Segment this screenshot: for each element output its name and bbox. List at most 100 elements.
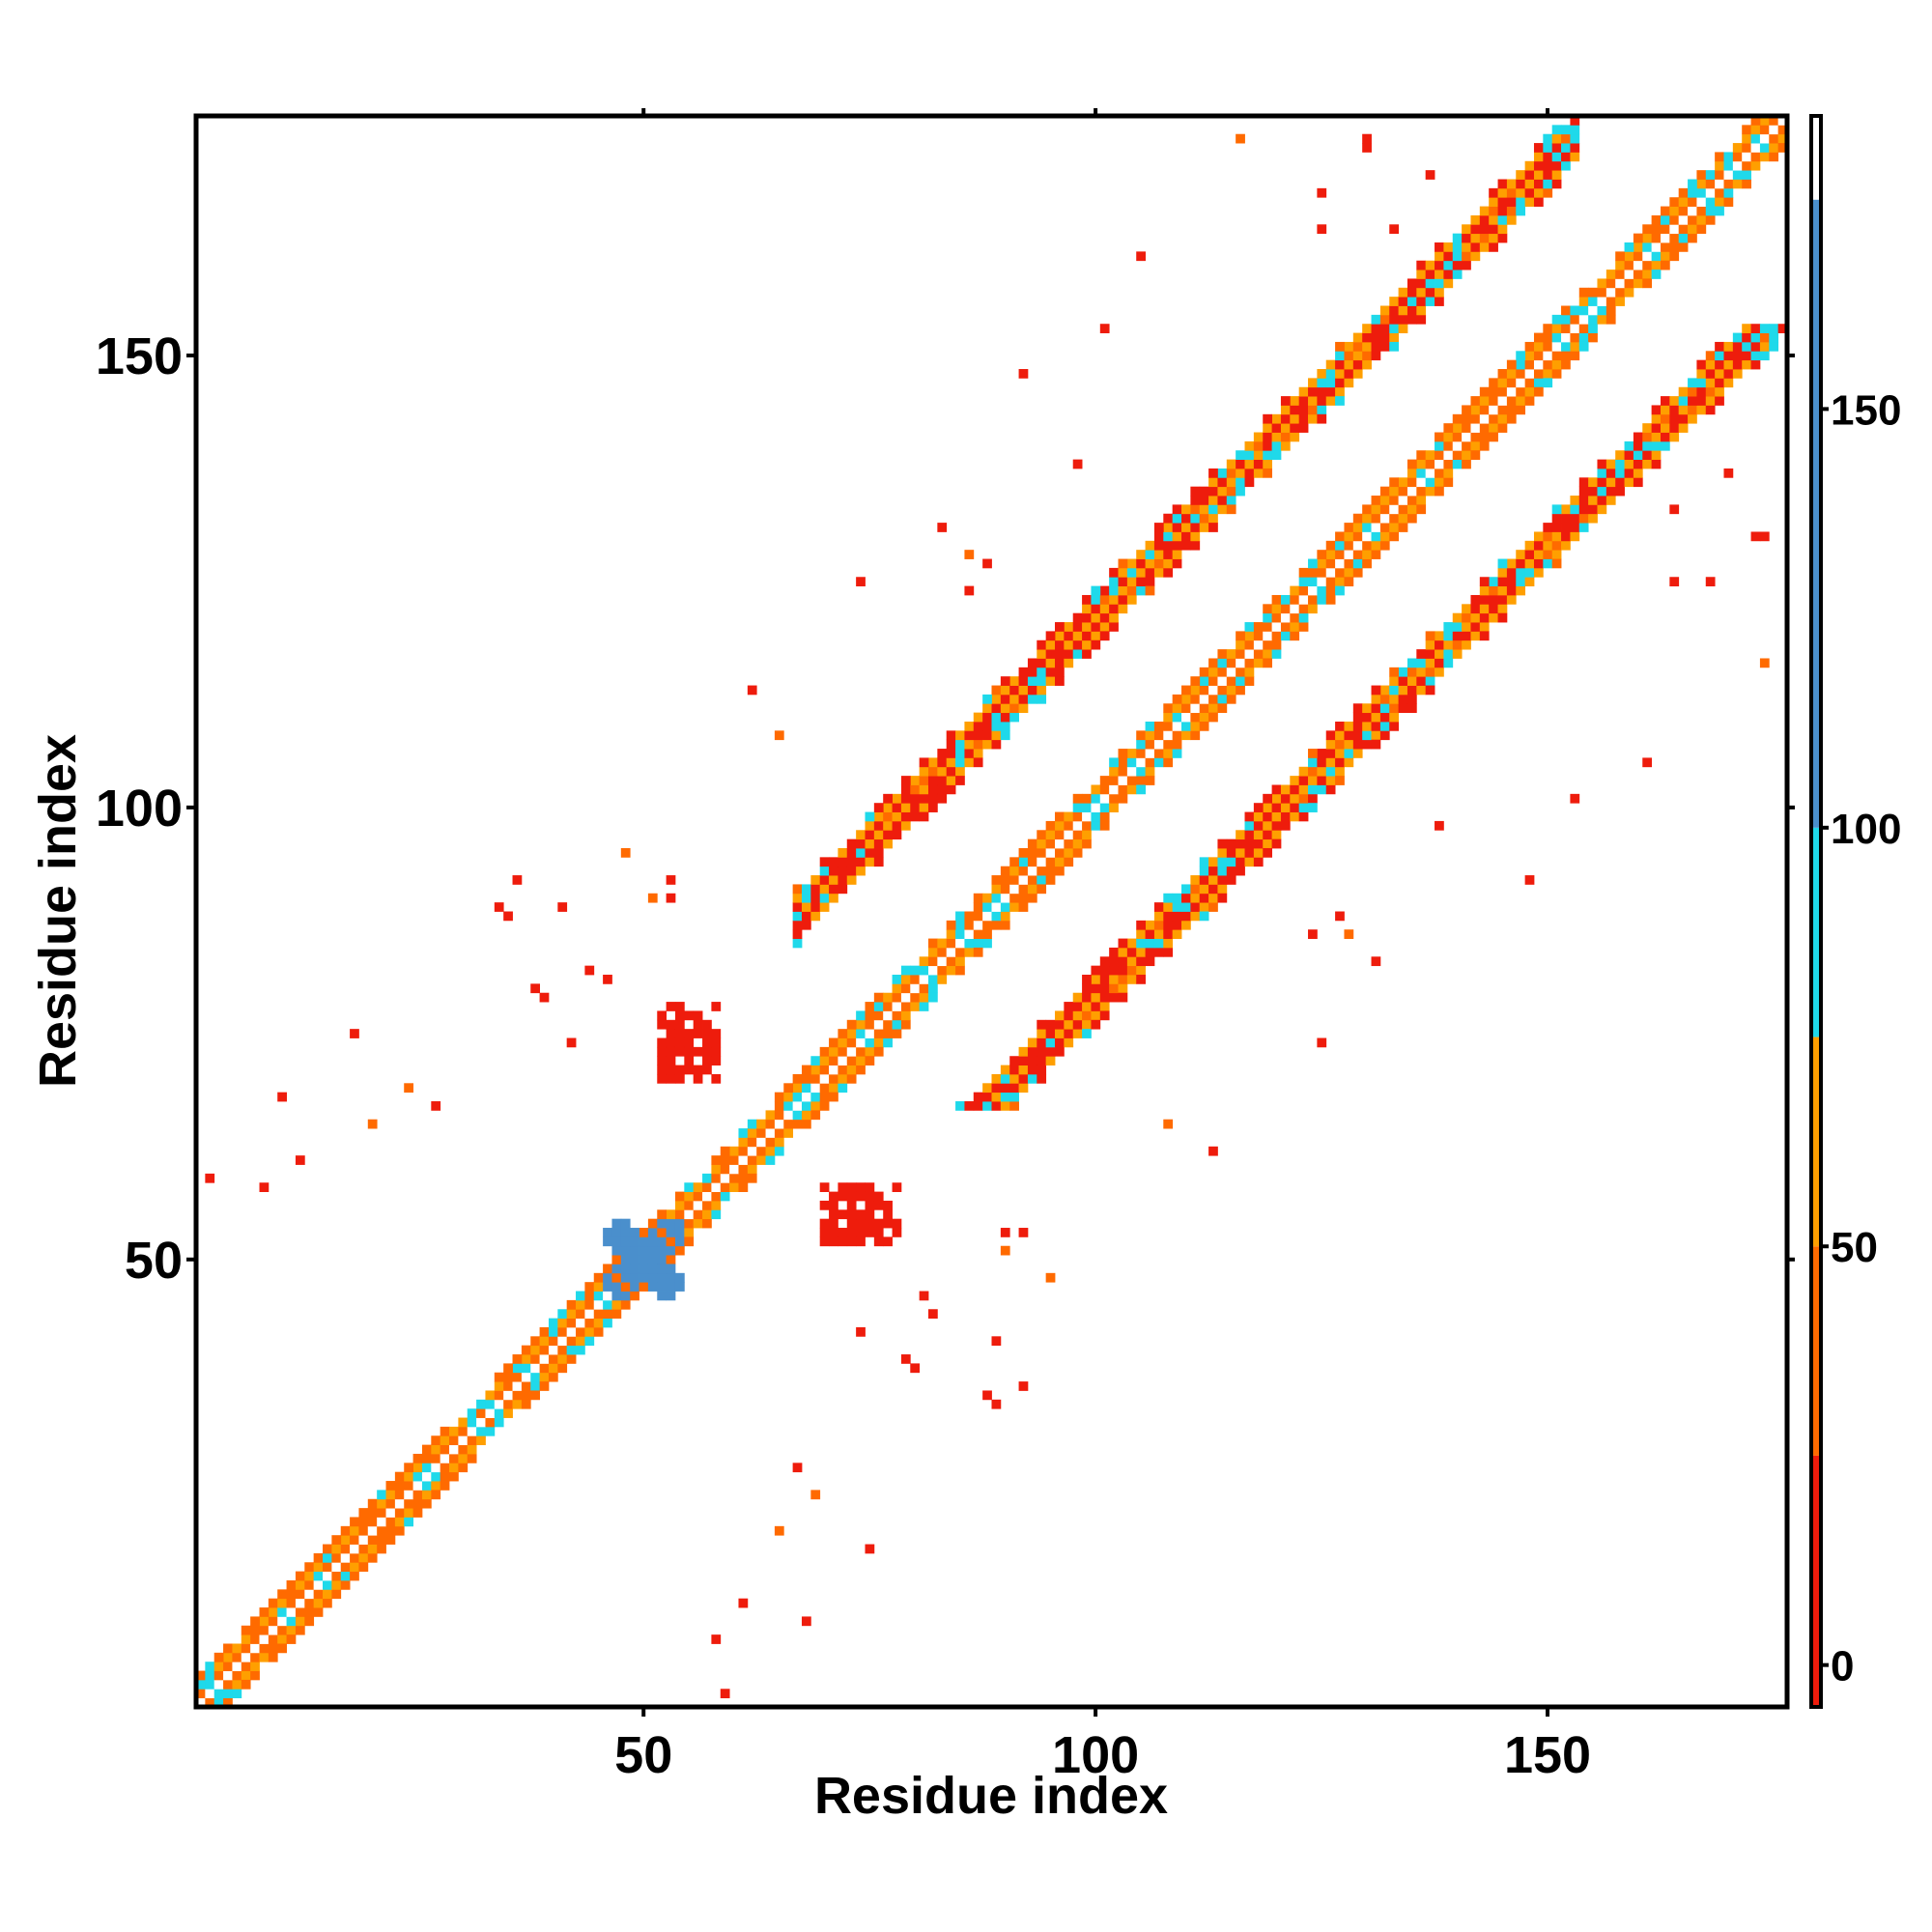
heatmap-cell: [1371, 685, 1381, 696]
heatmap-cell: [449, 1453, 459, 1463]
heatmap-cell: [1633, 242, 1643, 252]
heatmap-cell: [639, 1282, 649, 1292]
heatmap-cell: [666, 1291, 676, 1301]
heatmap-cell: [747, 1155, 757, 1165]
heatmap-cell: [1136, 585, 1146, 596]
heatmap-cell: [1371, 739, 1381, 750]
heatmap-cell: [394, 1508, 405, 1518]
heatmap-cell: [819, 1236, 830, 1247]
heatmap-cell: [485, 1426, 496, 1436]
heatmap-cell: [1533, 170, 1544, 180]
heatmap-cell: [1742, 152, 1751, 162]
heatmap-cell: [792, 911, 803, 922]
heatmap-cell: [313, 1552, 324, 1563]
heatmap-cell: [593, 1272, 604, 1283]
heatmap-cell: [1236, 676, 1245, 686]
heatmap-cell: [503, 1408, 513, 1418]
heatmap-cell: [973, 911, 983, 922]
heatmap-cell: [1126, 558, 1137, 569]
heatmap-cell: [801, 1083, 811, 1094]
heatmap-cell: [1064, 811, 1074, 822]
heatmap-cell: [1551, 133, 1562, 144]
heatmap-cell: [1489, 413, 1498, 424]
heatmap-cell: [873, 803, 884, 812]
heatmap-cell: [1055, 1046, 1065, 1057]
heatmap-cell: [1660, 214, 1670, 225]
heatmap-cell: [765, 1146, 776, 1156]
heatmap-cell: [1118, 577, 1128, 587]
heatmap-cell: [1452, 612, 1463, 623]
heatmap-cell: [1605, 477, 1616, 488]
heatmap-cell: [1244, 459, 1255, 469]
heatmap-cell: [1172, 749, 1182, 758]
heatmap-cell: [900, 811, 911, 822]
heatmap-cell: [937, 776, 948, 785]
heatmap-cell: [693, 1019, 703, 1030]
heatmap-cell: [1000, 902, 1010, 912]
heatmap-cell: [1543, 351, 1553, 361]
heatmap-cell: [1750, 133, 1761, 144]
heatmap-cell: [611, 1291, 622, 1301]
heatmap-cell: [1524, 197, 1535, 207]
heatmap-cell: [1290, 432, 1300, 442]
heatmap-cell: [1416, 287, 1427, 298]
heatmap-cell: [1416, 450, 1427, 460]
heatmap-cell: [1190, 523, 1201, 532]
heatmap-cell: [557, 902, 568, 912]
heatmap-cell: [1389, 477, 1400, 488]
heatmap-cell: [630, 1291, 639, 1301]
heatmap-cell: [1217, 667, 1228, 677]
heatmap-cell: [377, 1517, 386, 1527]
heatmap-cell: [1082, 612, 1092, 623]
heatmap-cell: [856, 1209, 866, 1220]
heatmap-cell: [1398, 504, 1408, 515]
heatmap-cell: [611, 1218, 622, 1229]
heatmap-cell: [1389, 305, 1400, 316]
colorbar-segment: [1811, 1246, 1821, 1456]
heatmap-cell: [1027, 1065, 1037, 1075]
heatmap-cell: [449, 1471, 459, 1482]
heatmap-cell: [1777, 116, 1788, 126]
heatmap-cell: [927, 766, 938, 777]
heatmap-cell: [1009, 685, 1019, 696]
heatmap-cell: [630, 1236, 639, 1247]
heatmap-cell: [1190, 911, 1201, 922]
heatmap-cell: [630, 1255, 639, 1264]
heatmap-cell: [955, 749, 965, 758]
heatmap-cell: [1072, 820, 1083, 831]
heatmap-cell: [232, 1662, 242, 1671]
heatmap-cell: [1561, 504, 1571, 515]
heatmap-cell: [1018, 676, 1029, 686]
heatmap-cell: [955, 965, 965, 976]
heatmap-cell: [611, 1272, 622, 1283]
heatmap-cell: [991, 911, 1002, 922]
heatmap-cell: [1153, 911, 1164, 922]
heatmap-cell: [927, 938, 938, 949]
heatmap-cell: [1759, 133, 1770, 144]
heatmap-cell: [494, 1390, 504, 1401]
heatmap-cell: [259, 1182, 270, 1192]
heatmap-cell: [1109, 983, 1119, 994]
heatmap-cell: [1298, 594, 1309, 605]
heatmap-cell: [1027, 1046, 1037, 1057]
heatmap-cell: [1190, 893, 1201, 903]
heatmap-cell: [611, 1309, 622, 1320]
heatmap-cell: [1109, 577, 1119, 587]
heatmap-cell: [883, 803, 893, 812]
heatmap-cell: [1524, 577, 1535, 587]
heatmap-cell: [1335, 776, 1345, 785]
heatmap-cell: [1118, 585, 1128, 596]
heatmap-cell: [838, 1209, 848, 1220]
heatmap-cell: [1723, 359, 1734, 370]
heatmap-cell: [268, 1652, 278, 1662]
heatmap-cell: [1072, 830, 1083, 840]
heatmap-cell: [1136, 577, 1146, 587]
heatmap-cell: [503, 1363, 513, 1374]
heatmap-cell: [1145, 585, 1155, 596]
heatmap-cell: [873, 1046, 884, 1057]
heatmap-cell: [1543, 558, 1553, 569]
heatmap-cell: [1352, 359, 1363, 370]
heatmap-cell: [792, 893, 803, 903]
colorbar-segment: [1811, 199, 1821, 828]
heatmap-cell: [458, 1463, 469, 1473]
